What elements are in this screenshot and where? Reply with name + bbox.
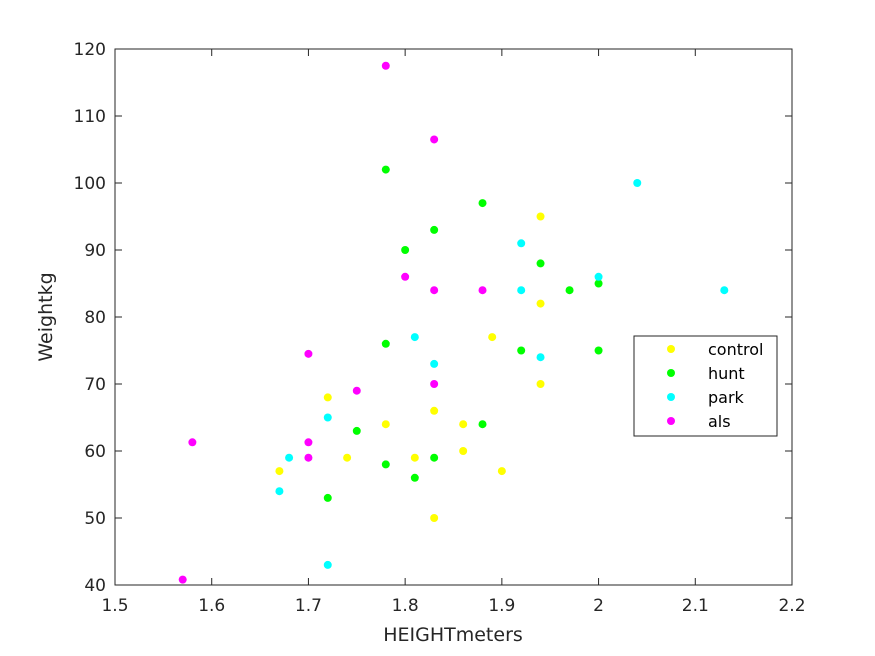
point-hunt	[536, 259, 545, 268]
point-park	[594, 272, 603, 281]
point-als	[430, 286, 439, 295]
point-hunt	[410, 473, 419, 482]
point-hunt	[517, 346, 526, 355]
point-hunt	[565, 286, 574, 295]
point-control	[381, 420, 390, 429]
legend-label-control: control	[708, 340, 763, 359]
legend: control hunt park als	[633, 335, 778, 437]
point-hunt	[401, 246, 410, 254]
point-control	[459, 420, 468, 429]
point-park	[323, 560, 332, 569]
point-control	[275, 467, 284, 476]
point-control	[459, 447, 468, 455]
legend-label-park: park	[708, 388, 745, 407]
y-tick-label: 70	[84, 375, 106, 395]
point-als	[304, 453, 313, 462]
point-control	[430, 406, 439, 415]
point-als	[401, 272, 410, 281]
point-control	[488, 333, 497, 342]
point-hunt	[478, 199, 487, 208]
point-park	[517, 239, 526, 248]
point-als	[430, 380, 439, 388]
point-als	[188, 438, 197, 447]
point-als	[304, 349, 313, 358]
legend-label-als: als	[708, 412, 731, 431]
point-control	[343, 453, 352, 462]
point-als	[352, 386, 361, 395]
y-tick-label: 90	[84, 241, 106, 261]
point-hunt	[381, 339, 390, 348]
x-tick-label: 1.6	[198, 596, 225, 616]
x-tick-label: 1.9	[488, 596, 515, 616]
point-hunt	[430, 453, 439, 462]
point-control	[497, 467, 506, 476]
legend-marker-park	[667, 393, 675, 401]
point-park	[275, 487, 284, 496]
x-tick-label: 2	[593, 596, 604, 616]
point-park	[517, 286, 526, 295]
point-control	[536, 380, 545, 388]
y-tick-label: 80	[84, 308, 106, 328]
x-tick-label: 1.5	[101, 596, 128, 616]
point-als	[381, 61, 390, 70]
legend-box	[633, 335, 778, 437]
point-als	[304, 438, 313, 447]
x-axis-label: HEIGHTmeters	[383, 624, 523, 646]
point-control	[323, 393, 332, 402]
point-park	[323, 413, 332, 422]
point-als	[178, 575, 187, 584]
y-tick-label: 50	[84, 509, 106, 529]
legend-marker-control	[667, 345, 675, 353]
point-control	[536, 299, 545, 308]
point-park	[536, 353, 545, 362]
x-tick-label: 1.7	[295, 596, 322, 616]
point-hunt	[352, 426, 361, 435]
point-als	[430, 135, 439, 144]
x-tick-label: 2.2	[778, 596, 805, 616]
legend-marker-hunt	[667, 369, 675, 377]
y-tick-label: 60	[84, 442, 106, 462]
x-tick-label: 2.1	[682, 596, 709, 616]
y-axis-label: Weightkg	[35, 272, 57, 361]
data-points	[178, 61, 729, 584]
point-park	[633, 179, 642, 187]
point-park	[285, 453, 294, 462]
x-tick-label: 1.8	[392, 596, 419, 616]
point-control	[410, 453, 419, 462]
point-control	[536, 212, 545, 221]
y-tick-label: 40	[84, 576, 106, 596]
legend-marker-als	[667, 417, 675, 425]
point-hunt	[430, 225, 439, 234]
point-hunt	[381, 165, 390, 174]
plot-area	[114, 48, 793, 586]
point-park	[430, 359, 439, 368]
point-hunt	[594, 279, 603, 288]
y-tick-label: 120	[74, 40, 106, 60]
point-park	[410, 333, 419, 342]
y-tick-label: 110	[74, 107, 106, 127]
legend-label-hunt: hunt	[708, 364, 745, 383]
point-hunt	[381, 460, 390, 469]
point-control	[430, 514, 439, 522]
y-tick-label: 100	[74, 174, 106, 194]
point-hunt	[478, 420, 487, 429]
point-als	[478, 286, 487, 295]
point-hunt	[594, 346, 603, 355]
point-park	[720, 286, 729, 295]
point-hunt	[323, 493, 332, 502]
axis-ticks: 1.5 1.6 1.7 1.8 1.9 2 2.1 2.2 40 50 60 70 80 90 100 110…	[74, 40, 806, 616]
